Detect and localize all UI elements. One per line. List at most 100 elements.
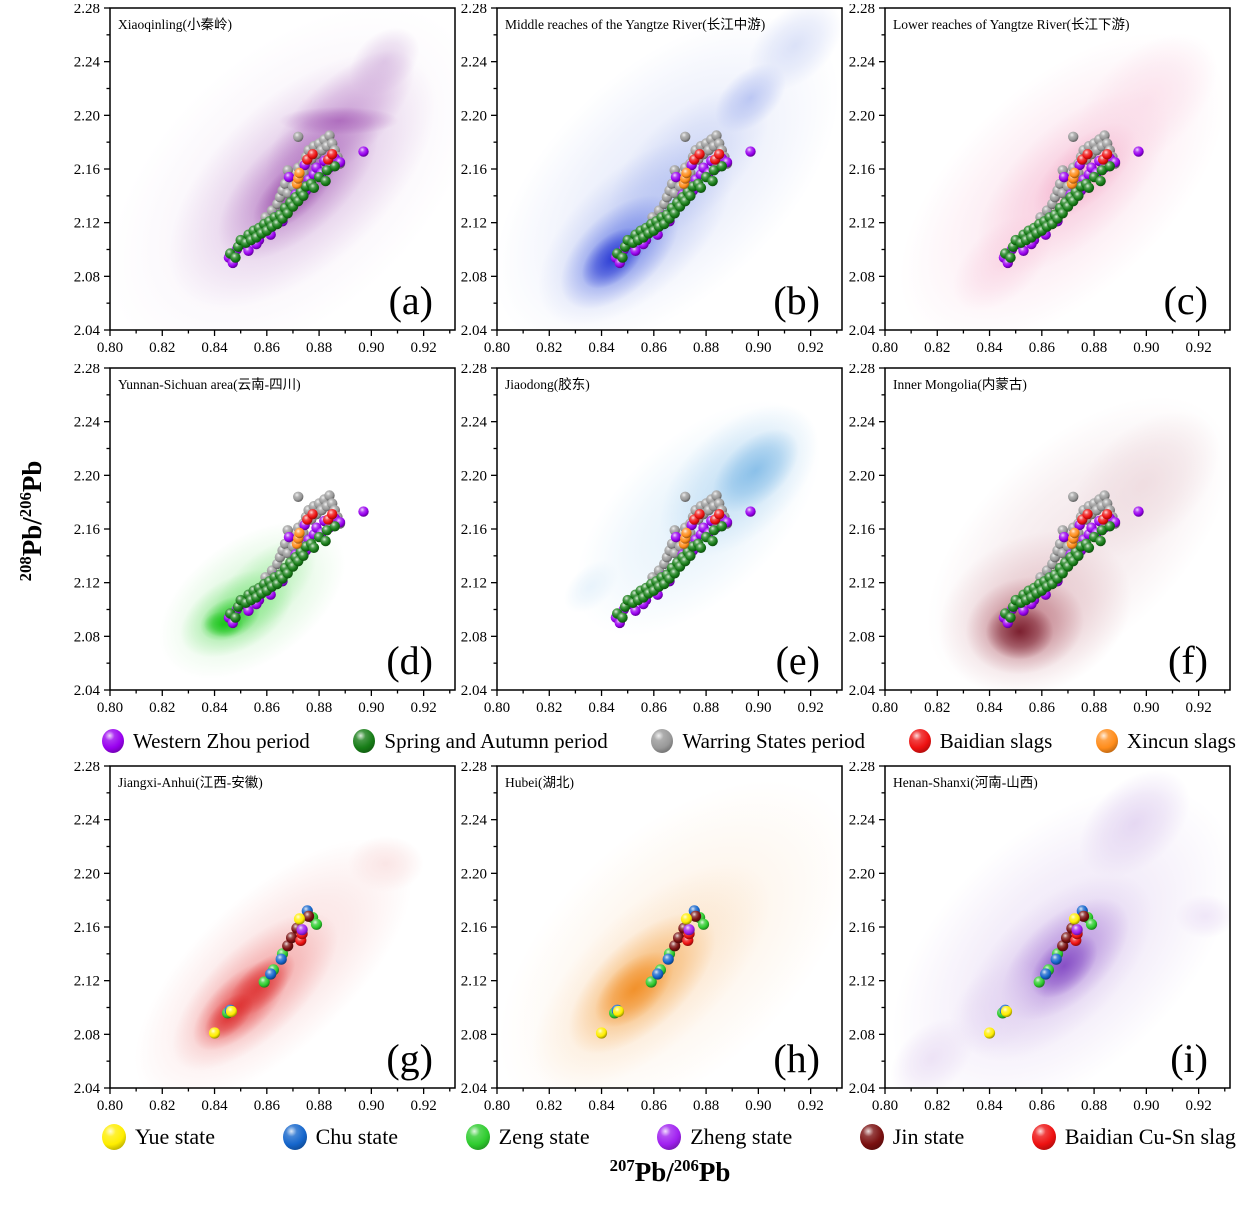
x-tick-label: 0.84 [201,1098,228,1114]
y-tick-label: 2.04 [461,323,488,339]
panel-g: 0.80 0.82 0.84 0.86 0.88 0.90 0.92 2.04 2.08 2.12… [50,762,460,1116]
legend-item: Spring and Autumn period [353,729,608,754]
point-western [283,171,295,183]
x-tick-label: 0.88 [306,340,332,356]
panel-letter: (a) [389,278,433,323]
y-tick-label: 2.12 [849,216,875,232]
panel-i: 0.80 0.82 0.84 0.86 0.88 0.90 0.92 2.04 2.08 2.12… [825,762,1235,1116]
panel-c: 0.80 0.82 0.84 0.86 0.88 0.90 0.92 2.04 2.08 2.12… [825,4,1235,358]
point-baidian [1082,509,1093,520]
x-tick-label: 0.84 [976,1098,1003,1114]
y-tick-label: 2.20 [74,866,100,882]
x-tick-label: 0.92 [411,700,437,716]
x-tick-label: 0.84 [201,700,228,716]
plot-svg-b: 0.80 0.82 0.84 0.86 0.88 0.90 0.92 2.04 2.08 2.12… [461,4,843,356]
x-tick-label: 0.92 [411,340,437,356]
point-baidian [1082,149,1093,160]
y-tick-label: 2.24 [849,55,876,71]
y-tick-label: 2.04 [461,683,488,699]
legend-swatch-icon [657,1124,682,1150]
panel-e: 0.80 0.82 0.84 0.86 0.88 0.90 0.92 2.04 2.08 2.12… [437,364,847,718]
y-tick-label: 2.16 [74,162,101,178]
point-western [745,146,756,157]
y-tick-label: 2.28 [849,4,875,17]
y-tick-label: 2.04 [849,323,876,339]
y-axis-label-sup1: 208 [16,556,35,582]
tick-marks [104,7,451,336]
point-warring [711,130,722,141]
y-tick-label: 2.24 [461,813,488,829]
tick-marks [104,765,451,1094]
point-spring [708,525,720,536]
tick-marks [491,765,838,1094]
y-tick-label: 2.04 [849,1081,876,1097]
point-jin [1061,932,1073,944]
panel-title: Henan-Shanxi(河南-山西) [893,775,1038,790]
point-baidian [694,149,705,160]
x-tick-label: 0.80 [484,1098,510,1114]
legend-label: Baidian slags [939,728,1053,753]
point-chu [1040,968,1052,980]
point-xincun [294,527,305,539]
point-western [670,531,682,543]
x-tick-label: 0.90 [745,1098,771,1114]
legend-item: Jin state [859,1124,964,1150]
y-tick-label: 2.28 [461,762,487,775]
tick-marks [491,367,838,696]
y-tick-label: 2.08 [849,629,875,645]
x-tick-label: 0.88 [693,700,719,716]
x-tick-label: 0.86 [1029,1098,1056,1114]
x-tick-label: 0.82 [924,1098,950,1114]
legend-item: Baidian slags [908,728,1053,754]
point-warring [680,131,691,142]
x-tick-label: 0.88 [306,1098,332,1114]
point-zeng [258,976,270,988]
y-tick-label: 2.28 [461,4,487,17]
point-spring [695,182,707,193]
point-spring [298,190,309,201]
plot-svg-c: 0.80 0.82 0.84 0.86 0.88 0.90 0.92 2.04 2.08 2.12… [849,4,1231,356]
y-tick-label: 2.24 [74,55,101,71]
point-spring [707,175,718,187]
point-spring [320,175,331,187]
tick-marks [879,765,1226,1094]
x-tick-label: 0.86 [254,340,281,356]
legend-label: Xincun slags [1126,728,1236,753]
point-jin [286,932,298,944]
x-tick-label: 0.80 [97,340,123,356]
point-spring [1083,542,1095,553]
x-axis-label-sup2: 206 [673,1156,699,1175]
y-tick-label: 2.28 [849,762,875,775]
y-tick-label: 2.20 [461,108,487,124]
point-spring [308,542,320,553]
y-tick-label: 2.24 [74,415,101,431]
legend-swatch-icon [353,729,376,753]
x-tick-label: 0.82 [924,700,950,716]
point-zeng [697,918,710,930]
panel-title: Inner Mongolia(内蒙古) [893,377,1027,392]
x-tick-label: 0.86 [254,700,281,716]
point-warring [324,130,335,141]
point-spring [708,165,720,176]
y-tick-label: 2.28 [461,364,487,377]
y-tick-label: 2.16 [74,522,101,538]
y-tick-label: 2.28 [849,364,875,377]
y-tick-label: 2.24 [461,415,488,431]
point-spring [707,535,718,547]
point-spring [1083,182,1095,193]
panel-letter: (e) [776,638,820,683]
scatter-layer [998,490,1144,629]
point-jin [1078,910,1090,922]
point-chu [652,968,664,980]
y-tick-label: 2.20 [461,866,487,882]
point-baidian [1102,149,1113,160]
point-western [243,605,254,616]
point-western [1133,146,1144,157]
panel-title: Xiaoqinling(小秦岭) [118,17,232,32]
x-axis-label-mid: Pb/ [634,1157,674,1187]
legend-states: Yue state Chu state Zeng state Zheng state J… [102,1116,1236,1158]
x-tick-label: 0.90 [745,700,771,716]
scatter-layer [223,130,369,269]
point-spring [1005,612,1016,623]
tick-labels: 0.80 0.82 0.84 0.86 0.88 0.90 0.92 2.04 2.08 2.12… [74,364,437,716]
